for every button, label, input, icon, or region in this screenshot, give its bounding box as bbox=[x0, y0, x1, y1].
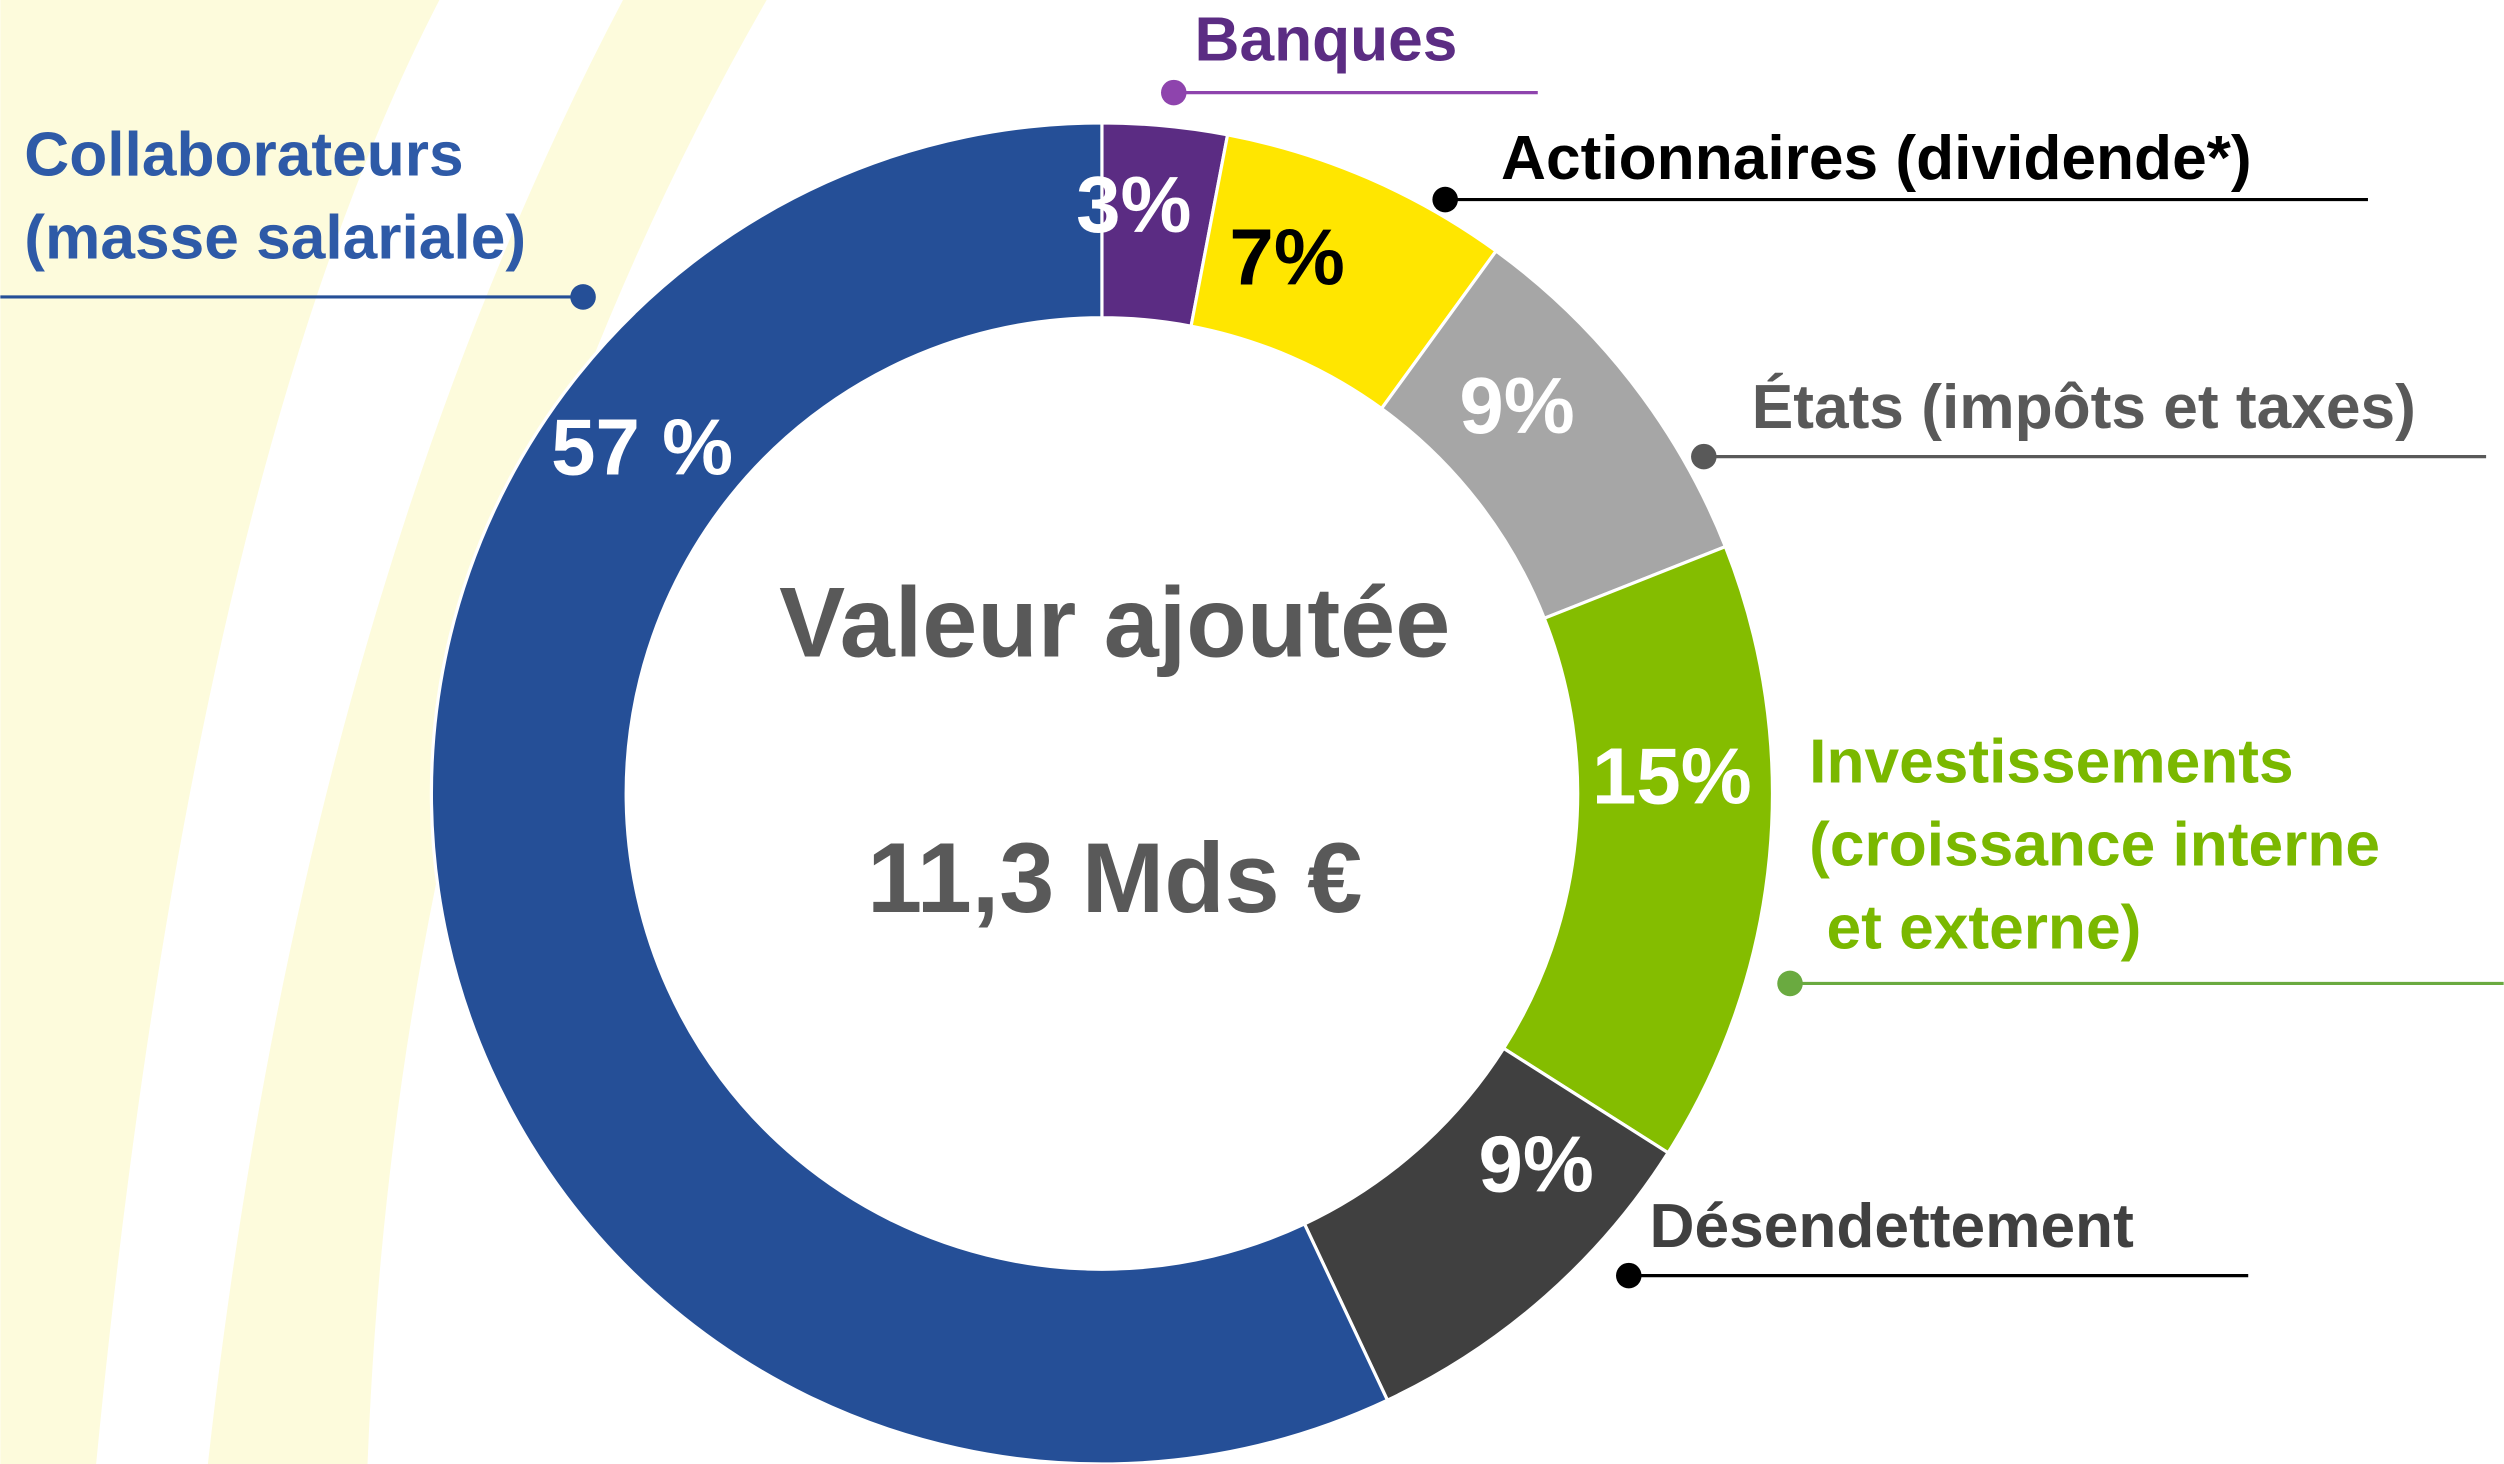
category-label: Investissements (croissance interne et ex… bbox=[1809, 728, 2380, 963]
leader-dot bbox=[1160, 79, 1187, 106]
value-label: 7% bbox=[1229, 213, 1344, 302]
leader-dot bbox=[1777, 970, 1803, 997]
category-label: Désendettement bbox=[1650, 1192, 2134, 1261]
value-label: 15% bbox=[1592, 731, 1752, 820]
value-label: 3% bbox=[1076, 160, 1191, 249]
category-label: Banques bbox=[1195, 6, 1458, 75]
center-label: Valeur ajoutée bbox=[779, 567, 1450, 678]
value-label: 9% bbox=[1478, 1119, 1593, 1208]
category-label: Actionnaires (dividende*) bbox=[1501, 124, 2252, 193]
donut-segment bbox=[1501, 544, 1775, 1155]
donut-segment bbox=[429, 121, 1390, 1464]
category-label: États (impôts et taxes) bbox=[1752, 372, 2416, 442]
background-arc bbox=[0, 0, 440, 1464]
category-label: Collaborateurs (masse salariale) bbox=[24, 121, 526, 273]
background-arc bbox=[207, 0, 767, 1464]
leader-dot bbox=[1691, 443, 1717, 470]
leader-dot bbox=[1616, 1262, 1642, 1289]
value-label: 57 % bbox=[551, 402, 733, 491]
value-label: 9% bbox=[1459, 361, 1574, 450]
total-label: 11,3 Mds € bbox=[867, 822, 1362, 933]
leader-dot bbox=[570, 284, 596, 310]
leader-dot bbox=[1432, 186, 1458, 213]
